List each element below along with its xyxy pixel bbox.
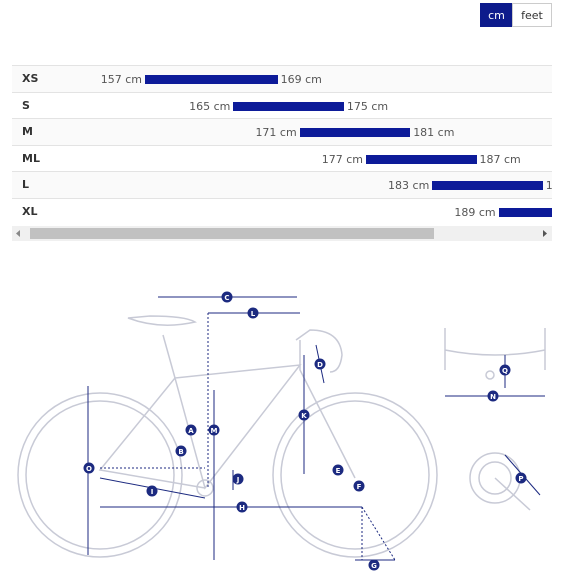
measure-label: P (518, 475, 523, 483)
size-row: ML 177 cm 187 cm (12, 144, 552, 172)
measure-label: K (301, 412, 307, 420)
label-badge (208, 424, 220, 436)
measure-label: M (211, 427, 218, 435)
size-row: S 165 cm 175 cm (12, 91, 552, 119)
measure-lines (87, 296, 545, 561)
size-table: XS 157 cm 169 cm S 165 cm 175 cm M 171 cm 181 cm… (12, 65, 552, 225)
min-label: 183 cm (388, 179, 430, 193)
label-badge (515, 472, 527, 484)
size-row: XL 189 cm (12, 198, 552, 225)
size-label: XL (22, 205, 38, 218)
measure-label: G (371, 562, 377, 570)
range-bar (432, 181, 543, 191)
size-label: ML (22, 151, 40, 165)
label-badge (185, 424, 197, 436)
measure-label: D (317, 361, 323, 369)
label-badge (221, 291, 233, 303)
label-badge (175, 445, 187, 457)
range-bar (299, 128, 411, 138)
min-label: 165 cm (189, 99, 231, 113)
max-label: 181 cm (413, 126, 455, 140)
measure-label: H (239, 504, 245, 512)
measure-label: A (188, 427, 194, 435)
max-label: 187 cm (479, 152, 521, 166)
range-bar (233, 101, 344, 111)
scroll-thumb[interactable] (30, 228, 434, 239)
max-label: 193 cm (545, 179, 552, 193)
scrollbar[interactable] (12, 226, 552, 241)
label-badge (298, 409, 310, 421)
max-label: 169 cm (280, 73, 322, 86)
unit-button[interactable]: cm (480, 3, 513, 27)
label-badge (332, 464, 344, 476)
measure-label: F (357, 483, 362, 491)
label-badge (499, 364, 511, 376)
size-label: M (22, 125, 33, 139)
measure-label: Q (502, 367, 508, 375)
measure-label: J (236, 476, 240, 484)
min-label: 189 cm (454, 206, 496, 219)
geometry-diagram: C L D A M K B O E J F I H G Q N P (17, 291, 546, 571)
label-badge (314, 358, 326, 370)
bike-outline (17, 315, 546, 558)
size-row: M 171 cm 181 cm (12, 118, 552, 146)
min-label: 177 cm (321, 152, 363, 166)
scroll-arrows (16, 230, 547, 237)
size-label: S (22, 98, 30, 112)
range-bar (145, 75, 278, 84)
label-badge (368, 559, 380, 571)
label-badge (83, 462, 95, 474)
label-badge (487, 390, 499, 402)
size-row: L 183 cm 193 cm (12, 171, 552, 199)
label-badge (353, 480, 365, 492)
min-label: 171 cm (255, 126, 297, 140)
label-badge (236, 501, 248, 513)
label-badge (232, 473, 244, 485)
measure-label: C (224, 294, 229, 302)
label-badge (247, 307, 259, 319)
measure-label: O (86, 465, 92, 473)
range-bar (498, 208, 552, 217)
size-label: L (22, 178, 30, 192)
range-bar (366, 154, 477, 164)
measure-label: B (178, 448, 183, 456)
size-row: XS 157 cm 169 cm (12, 65, 552, 92)
measure-label: L (251, 310, 256, 318)
max-label: 175 cm (346, 99, 389, 113)
unit-button[interactable]: feet (512, 3, 552, 27)
measure-label: E (336, 467, 341, 475)
measure-label: N (490, 393, 496, 401)
size-label: XS (22, 72, 39, 85)
min-label: 157 cm (100, 73, 142, 86)
measure-label: I (151, 488, 154, 496)
label-badge (146, 485, 158, 497)
